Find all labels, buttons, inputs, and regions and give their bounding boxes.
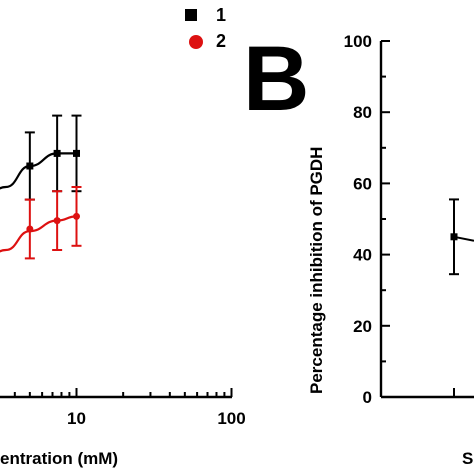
x-tick-label: 10 [67, 409, 86, 428]
legend: 12 [185, 5, 226, 51]
data-point-series-2 [53, 217, 61, 225]
legend-marker-series-1 [185, 9, 197, 21]
y-tick-label: 80 [353, 103, 372, 122]
panel-a: 110100 entration (mM) [0, 114, 246, 468]
fit-curve-series-1 [0, 152, 77, 190]
data-point-series-1 [53, 149, 61, 157]
x-tick-label: 100 [217, 409, 245, 428]
data-point-series-2 [73, 212, 80, 220]
data-point-series-1 [26, 162, 34, 170]
panel-a-x-axis-title: entration (mM) [0, 449, 118, 468]
y-tick-label: 0 [363, 388, 372, 407]
panel-a-fit-curves [0, 152, 77, 253]
panel-b-y-ticks: 0 20 40 60 80 100 [344, 32, 455, 407]
fit-curve-series-2 [0, 215, 77, 253]
panel-b-data-points [449, 198, 474, 276]
y-tick-label: 20 [353, 317, 372, 336]
panel-b-y-axis-title: Percentage inhibition of PGDH [307, 147, 326, 394]
legend-label-series-1: 1 [216, 5, 226, 25]
y-tick-label: 100 [344, 32, 372, 51]
panel-label-b: B [243, 28, 309, 130]
data-point-series-2 [26, 225, 34, 233]
legend-label-series-2: 2 [216, 31, 226, 51]
data-point [450, 233, 458, 241]
data-point-series-1 [73, 149, 80, 157]
panel-a-data-points [24, 114, 82, 260]
y-tick-label: 40 [353, 246, 372, 265]
panel-b: 0 20 40 60 80 100 Percentage inhibition of PG… [307, 32, 474, 468]
panel-b-x-axis-title: S [462, 449, 473, 468]
panel-a-x-ticks: 110100 [13, 388, 246, 428]
legend-marker-series-2 [189, 35, 203, 49]
y-tick-label: 60 [353, 174, 372, 193]
